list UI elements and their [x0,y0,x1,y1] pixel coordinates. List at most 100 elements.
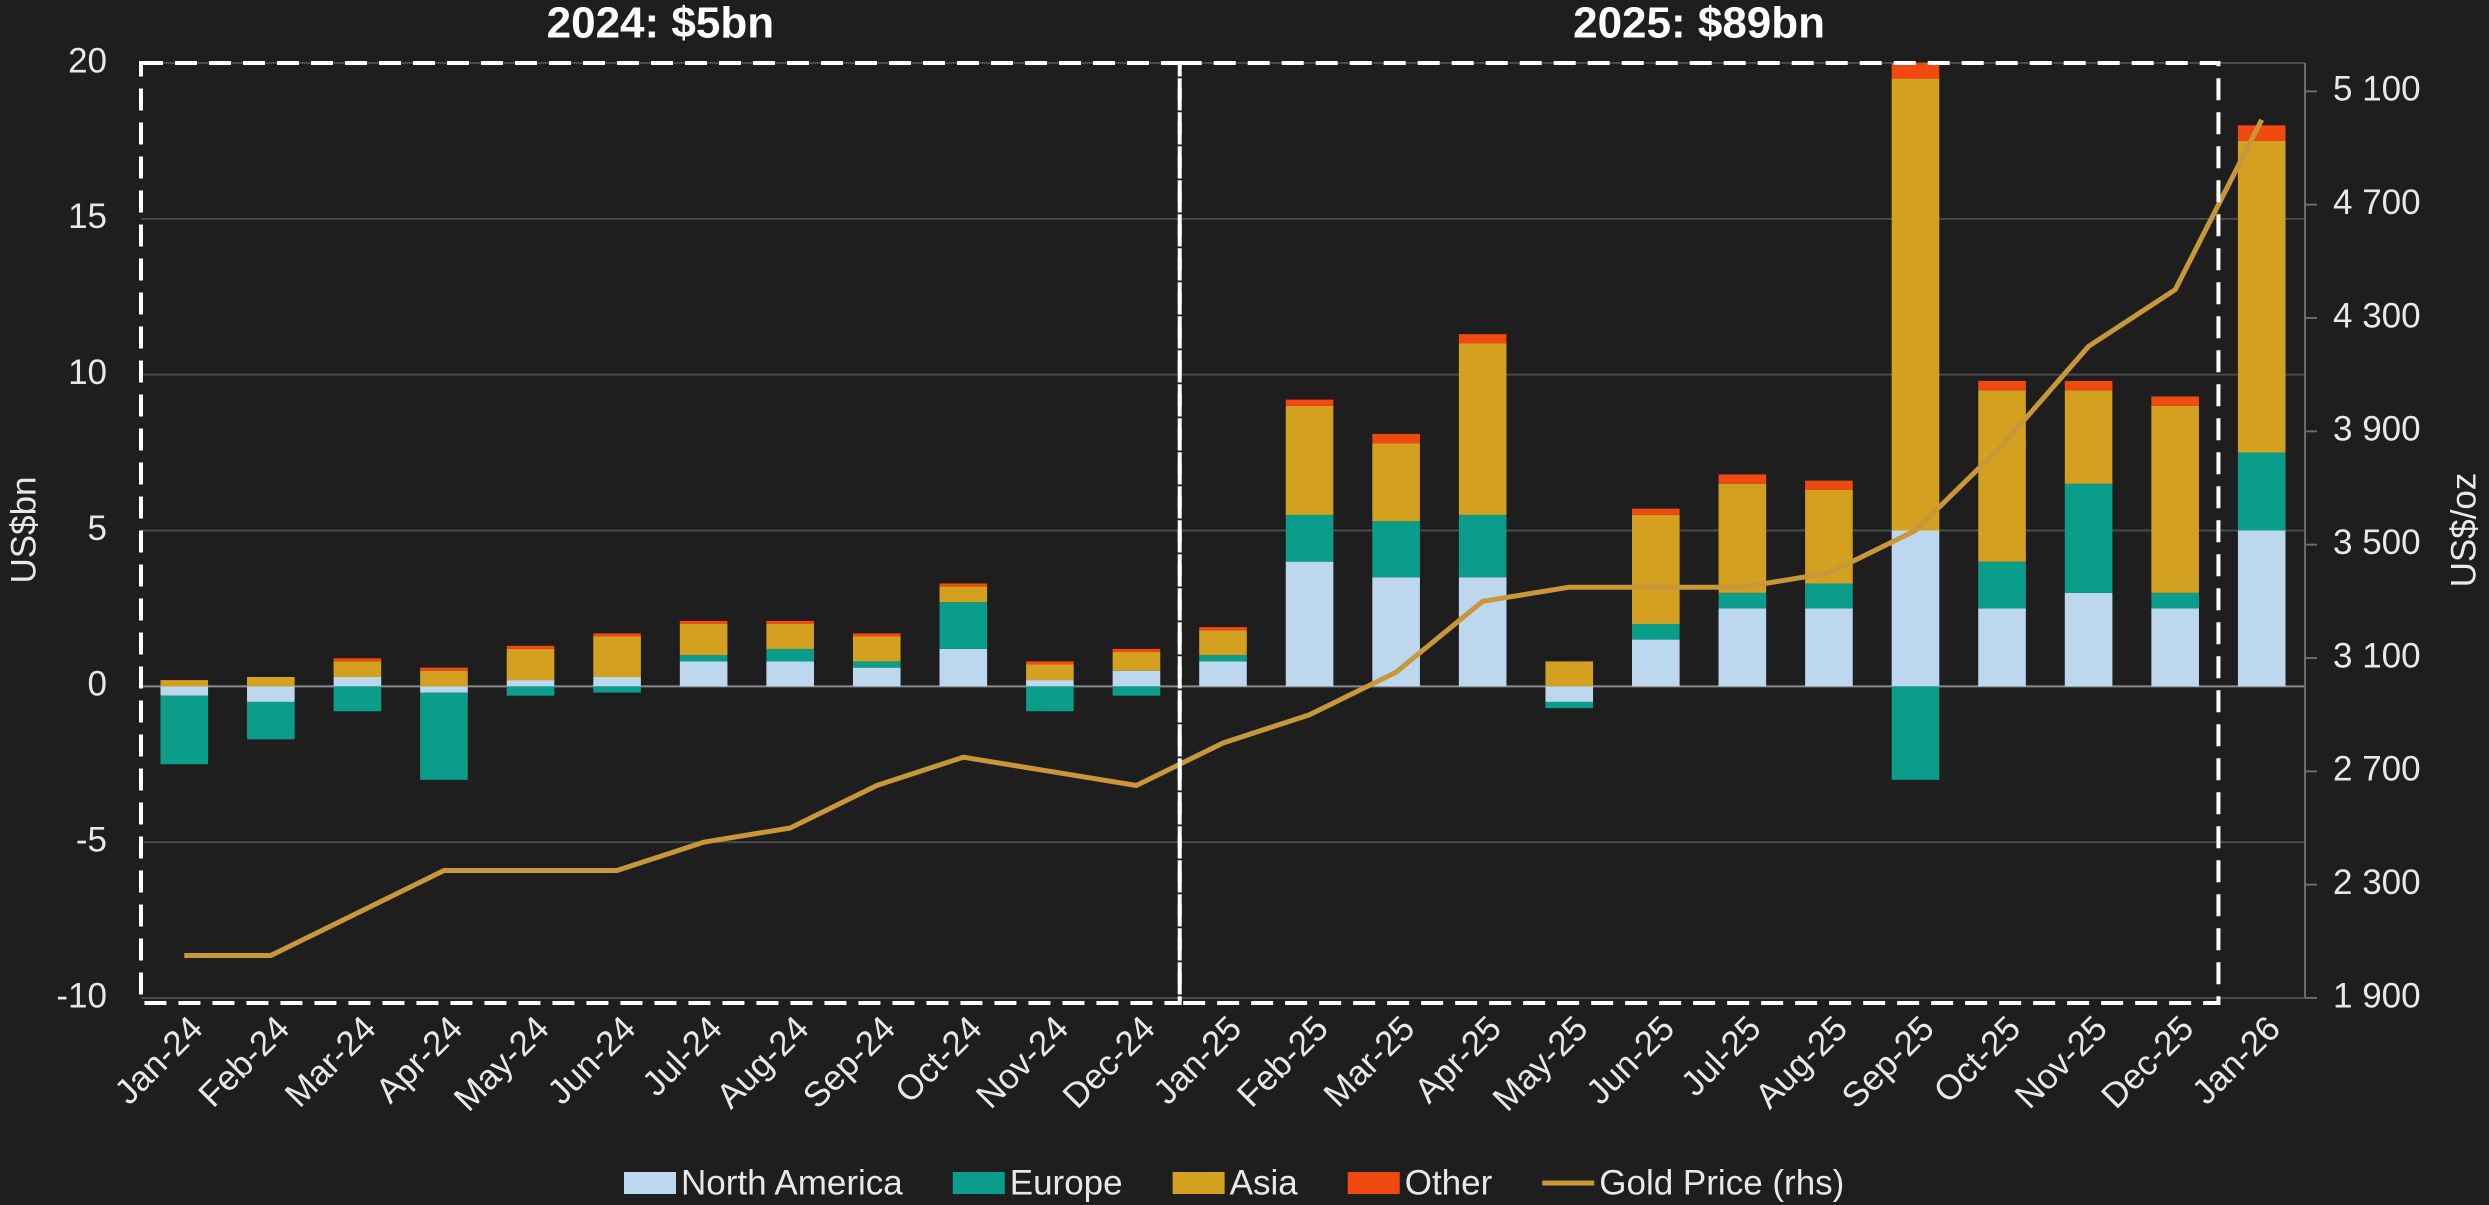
bar-segment [939,586,988,603]
bar-segment [1718,592,1767,609]
bar-segment [2151,592,2199,609]
legend-label: North America [681,1163,903,1202]
bar-segment [160,695,209,765]
bar-segment [1285,514,1334,562]
year-box [1177,61,2221,1005]
bar-segment [247,686,295,702]
bar-segment [160,680,209,687]
bar-segment [2151,608,2199,687]
y-tick-label: 20 [68,41,107,80]
y-axis-label: US$bn [4,476,43,583]
y2-tick-label: 3 500 [2333,523,2421,562]
bar-segment [1026,686,1074,712]
bar-segment [1026,680,1074,687]
bar-segment [1372,443,1420,522]
bar-segment [1978,380,2026,391]
bar-segment [679,624,728,656]
bar-segment [766,624,815,649]
bar-segment [1545,661,1594,687]
bar-segment [939,602,988,649]
bar-segment [1458,514,1507,578]
bar-segment [2064,483,2113,593]
y2-tick-label: 5 100 [2333,70,2421,109]
annotation: 2024: $5bn [547,0,774,48]
bar-segment [1112,670,1161,687]
y2-tick-label: 4 300 [2333,296,2421,335]
bar-segment [1978,608,2026,687]
bar-segment [852,633,901,637]
y-tick-label: 15 [68,197,107,236]
legend: North America Europe Asia Other Gold Price (… [624,1163,1844,1202]
legend-label: Other [1405,1163,1493,1202]
bar-segment [1285,405,1334,515]
line-series [184,118,2264,958]
bar-segment [593,636,641,677]
bar-segment [2064,380,2113,391]
bar-segment [766,620,815,624]
bar-segment [766,648,815,662]
y-tick-label: 10 [68,353,107,392]
y-tick-label: 5 [88,509,107,548]
bar-segment [1199,655,1247,662]
bar-segment [1026,661,1074,665]
legend-swatch [1347,1172,1400,1194]
bar-segment [247,701,295,740]
bar-segment [1372,521,1420,578]
bar-segment [420,692,468,780]
bar-segment [420,670,468,687]
bar-segment [679,661,728,687]
bar-segment [939,648,988,687]
bar-segment [1199,630,1247,656]
y2-tick-label: 2 300 [2333,863,2421,902]
bar-segment [593,633,641,637]
bar-segment [1112,652,1161,671]
bar-segment [1631,508,1680,515]
bar-segment [766,661,815,687]
bar-segment [1891,686,1940,780]
bar-segment [852,667,901,687]
bar-segment [593,686,641,693]
bar-segment [852,661,901,668]
bar-segment [1805,583,1853,609]
bar-segment [333,661,382,677]
bar-segment [1978,390,2026,562]
bar-segment [1631,639,1680,687]
bar-segment [1718,483,1767,593]
bar-segment [1718,474,1767,484]
bar-segment [1372,433,1420,444]
legend-label: Gold Price (rhs) [1599,1163,1844,1202]
bar-segment [1458,577,1507,687]
bar-segment [2237,530,2286,687]
legend-swatch [952,1172,1005,1194]
bar-segment [1026,664,1074,681]
bar-segment [1112,648,1161,653]
bar-segment [160,686,209,696]
bar-segment [1458,343,1507,515]
bar-segment [506,686,555,696]
bar-segment [593,676,641,687]
y2-tick-label: 2 700 [2333,750,2421,789]
bar-segment [1285,561,1334,687]
bar-segment [1891,78,1940,531]
y2-tick-label: 3 100 [2333,636,2421,675]
legend-swatch [1172,1172,1225,1194]
y2-tick-label: 1 900 [2333,976,2421,1015]
bar-segment [1458,334,1507,344]
bar-segment [1718,608,1767,687]
legend-label: Asia [1230,1163,1299,1202]
bar-segment [1805,489,1853,584]
bar-segment [1631,624,1680,640]
legend-swatch [624,1172,676,1194]
bar-segment [939,583,988,587]
bar-segment [1285,399,1334,406]
bar-segment [506,645,555,649]
bar-segment [1112,686,1161,696]
bar-segment [333,686,382,712]
bar-segment [1978,561,2026,609]
bar-segment [1891,63,1940,79]
y2-tick-label: 4 700 [2333,183,2421,222]
bar-segment [1805,480,1853,490]
y2-axis-label: US$/oz [2444,473,2483,588]
